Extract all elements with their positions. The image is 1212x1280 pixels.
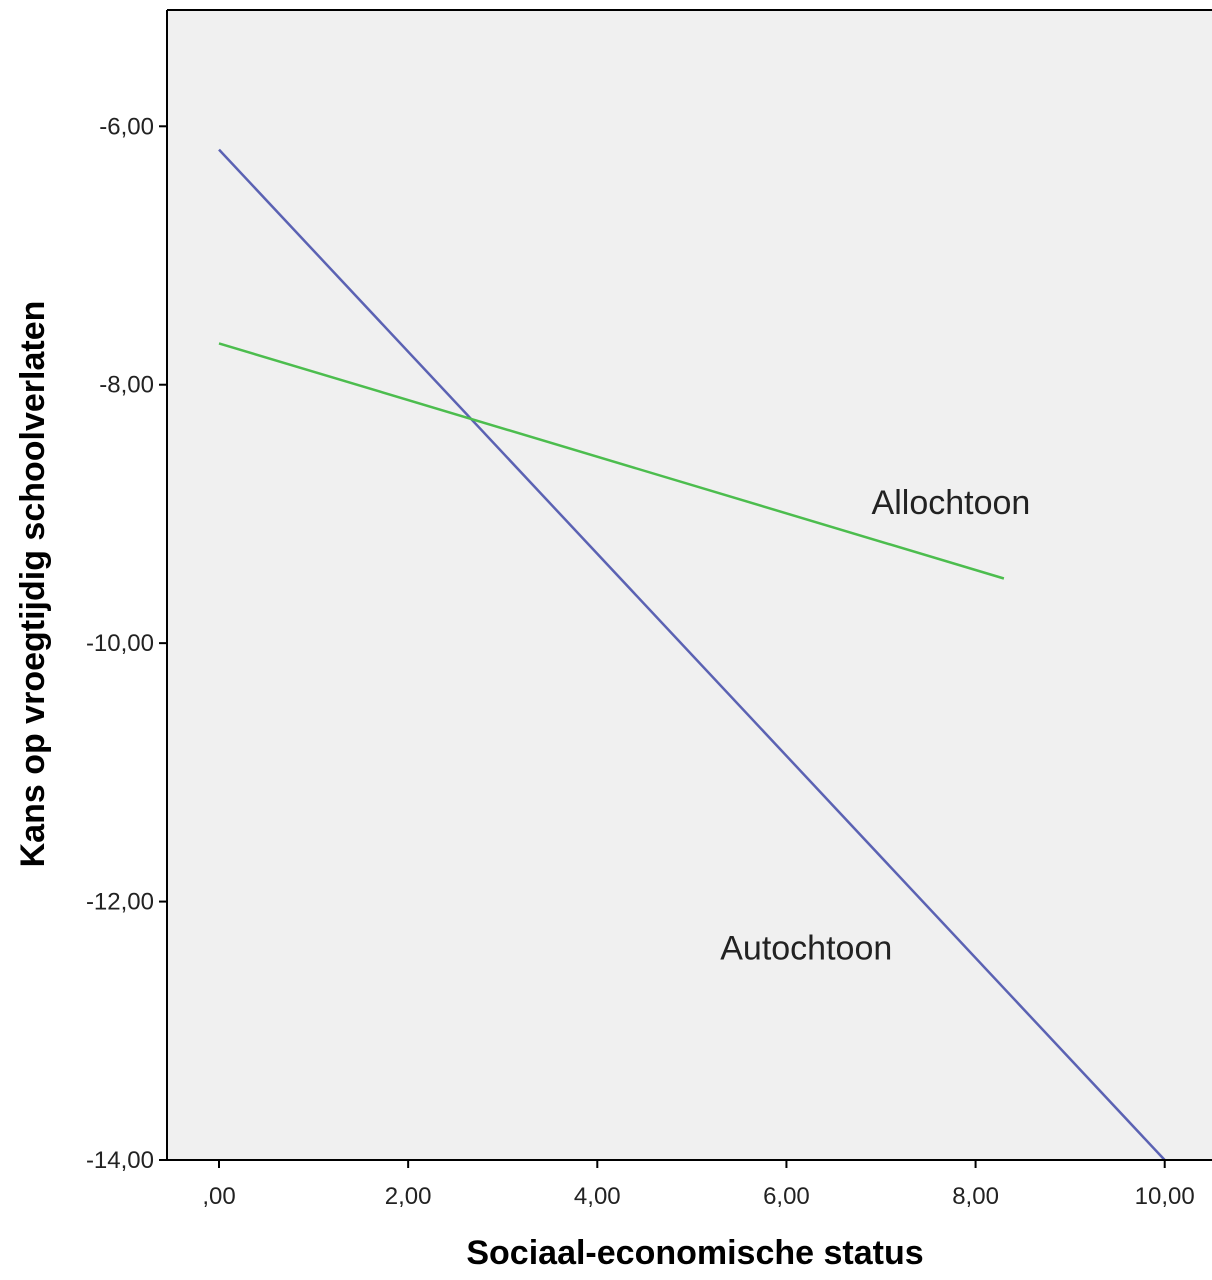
x-tick-layer: ,00 2,00 4,00 6,00 8,00 10,00: [202, 1160, 1195, 1210]
x-tick-label: 4,00: [574, 1183, 621, 1210]
y-tick-label: -10,00: [86, 630, 154, 657]
series-line-allochtoon: [218, 342, 1005, 580]
series-annotation-autochtoon: Autochtoon: [720, 930, 892, 968]
y-tick-label: -12,00: [86, 889, 154, 916]
y-tick-label: -14,00: [86, 1147, 154, 1174]
series-annotation-allochtoon: Allochtoon: [872, 484, 1031, 522]
series-line-autochtoon: [218, 148, 1166, 1161]
x-tick-label: 10,00: [1135, 1183, 1195, 1210]
x-tick-label: 8,00: [952, 1183, 999, 1210]
plot-area: [167, 10, 1212, 1160]
series-layer: [218, 148, 1166, 1161]
x-tick-label: 2,00: [385, 1183, 432, 1210]
y-tick-label: -6,00: [99, 113, 154, 140]
x-tick-label: ,00: [202, 1183, 235, 1210]
y-axis-title: Kans op vroegtijdig schoolverlaten: [14, 301, 52, 868]
x-axis-title: Sociaal-economische status: [466, 1234, 923, 1272]
x-tick-label: 6,00: [763, 1183, 810, 1210]
annotation-layer: Allochtoon Autochtoon: [720, 484, 1030, 968]
y-tick-layer: -6,00 -8,00 -10,00 -12,00 -14,00: [86, 113, 167, 1174]
y-tick-label: -8,00: [99, 372, 154, 399]
